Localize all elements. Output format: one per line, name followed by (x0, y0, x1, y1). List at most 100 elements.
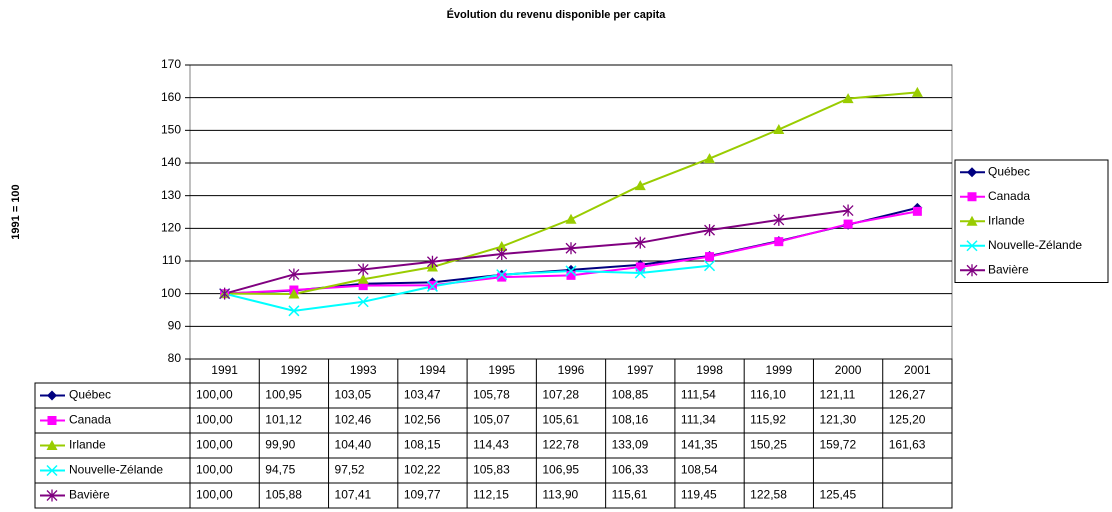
data-point (842, 204, 854, 217)
table-value: 115,92 (750, 413, 786, 427)
chart-title: Évolution du revenu disponible per capit… (447, 8, 667, 21)
table-series-name: Québec (69, 388, 111, 402)
data-point (704, 260, 716, 272)
table-value: 161,63 (889, 438, 926, 452)
x-tick-label: 1993 (350, 363, 377, 377)
table-series-name: Irlande (69, 438, 106, 452)
table-value: 102,56 (404, 413, 441, 427)
data-point (426, 280, 438, 292)
legend-label: Québec (988, 164, 1030, 178)
table-legend-marker (46, 489, 58, 502)
y-tick-label: 100 (161, 286, 181, 300)
table-value: 100,95 (265, 388, 302, 402)
y-tick-label: 130 (161, 188, 181, 202)
table-value: 100,00 (196, 438, 233, 452)
table-value: 106,33 (612, 463, 649, 477)
y-tick-label: 150 (161, 123, 181, 137)
data-point (704, 153, 716, 164)
x-tick-label: 1997 (627, 363, 654, 377)
table-value: 108,54 (681, 463, 718, 477)
plot-area (189, 64, 953, 360)
data-point (496, 241, 508, 252)
legend-label: Irlande (988, 213, 1025, 227)
data-point (565, 213, 577, 224)
data-point (704, 224, 716, 237)
table-value: 112,15 (473, 488, 509, 502)
x-tick-label: 2001 (904, 363, 931, 377)
data-point (634, 236, 646, 249)
table-value: 116,10 (750, 388, 786, 402)
table-value: 109,77 (404, 488, 441, 502)
x-tick-label: 1994 (419, 363, 446, 377)
table-value: 103,47 (404, 388, 441, 402)
x-tick-label: 1991 (211, 363, 238, 377)
y-tick-label: 80 (168, 351, 182, 365)
legend-marker (966, 240, 978, 252)
data-point (842, 93, 854, 104)
table-value: 105,88 (265, 488, 302, 502)
data-point (426, 255, 438, 268)
series-line (224, 209, 849, 295)
x-tick-label: 1996 (558, 363, 585, 377)
table-value: 141,35 (681, 438, 718, 452)
data-point (357, 273, 369, 284)
table-value: 107,41 (335, 488, 372, 502)
y-axis-label: 1991 = 100 (10, 184, 22, 239)
x-tick-label: 1995 (488, 363, 515, 377)
data-point (912, 206, 922, 216)
table-value: 94,75 (265, 463, 295, 477)
table-value: 133,09 (612, 438, 649, 452)
table-value: 105,78 (473, 388, 510, 402)
legend-label: Nouvelle-Zélande (988, 238, 1082, 252)
table-value: 150,25 (750, 438, 787, 452)
table-value: 102,46 (335, 413, 372, 427)
y-tick-label: 90 (168, 319, 182, 333)
table-legend-marker (47, 390, 57, 401)
table-value: 113,90 (542, 488, 578, 502)
y-tick-label: 140 (161, 155, 181, 169)
table-value: 108,16 (612, 413, 649, 427)
table-value: 97,52 (335, 463, 365, 477)
y-tick-label: 170 (161, 57, 181, 71)
y-tick-label: 160 (161, 90, 181, 104)
x-tick-label: 2000 (835, 363, 862, 377)
series-line (224, 264, 710, 312)
table-value: 122,58 (750, 488, 787, 502)
x-tick-label: 1998 (696, 363, 723, 377)
table-value: 114,43 (473, 438, 509, 452)
data-point (634, 267, 646, 279)
data-point (773, 124, 785, 135)
table-series-name: Bavière (69, 488, 110, 502)
table-value: 111,54 (681, 388, 716, 402)
y-tick-label: 120 (161, 221, 181, 235)
table-value: 104,40 (335, 438, 372, 452)
table-value: 108,15 (404, 438, 441, 452)
data-point (357, 263, 369, 276)
legend-marker (966, 215, 978, 226)
table-value: 107,28 (542, 388, 579, 402)
table-value: 100,00 (196, 488, 233, 502)
table-value: 111,34 (681, 413, 716, 427)
data-point (565, 265, 577, 277)
table-value: 159,72 (819, 438, 856, 452)
table-value: 125,20 (889, 413, 926, 427)
table-value: 121,11 (819, 388, 855, 402)
x-tick-label: 1999 (765, 363, 792, 377)
data-point (357, 296, 369, 308)
table-series-name: Canada (69, 413, 111, 427)
data-point (634, 180, 646, 191)
table-value: 108,85 (612, 388, 649, 402)
data-point (565, 242, 577, 255)
table-value: 119,45 (681, 488, 717, 502)
table-value: 105,83 (473, 463, 510, 477)
table-value: 121,30 (819, 413, 856, 427)
table-legend-marker (46, 440, 58, 450)
data-point (497, 272, 507, 282)
data-point (288, 268, 300, 281)
data-point (288, 288, 300, 299)
legend-marker (967, 167, 977, 178)
table-value: 126,27 (889, 388, 926, 402)
data-point (773, 213, 785, 226)
legend-label: Bavière (988, 262, 1029, 276)
